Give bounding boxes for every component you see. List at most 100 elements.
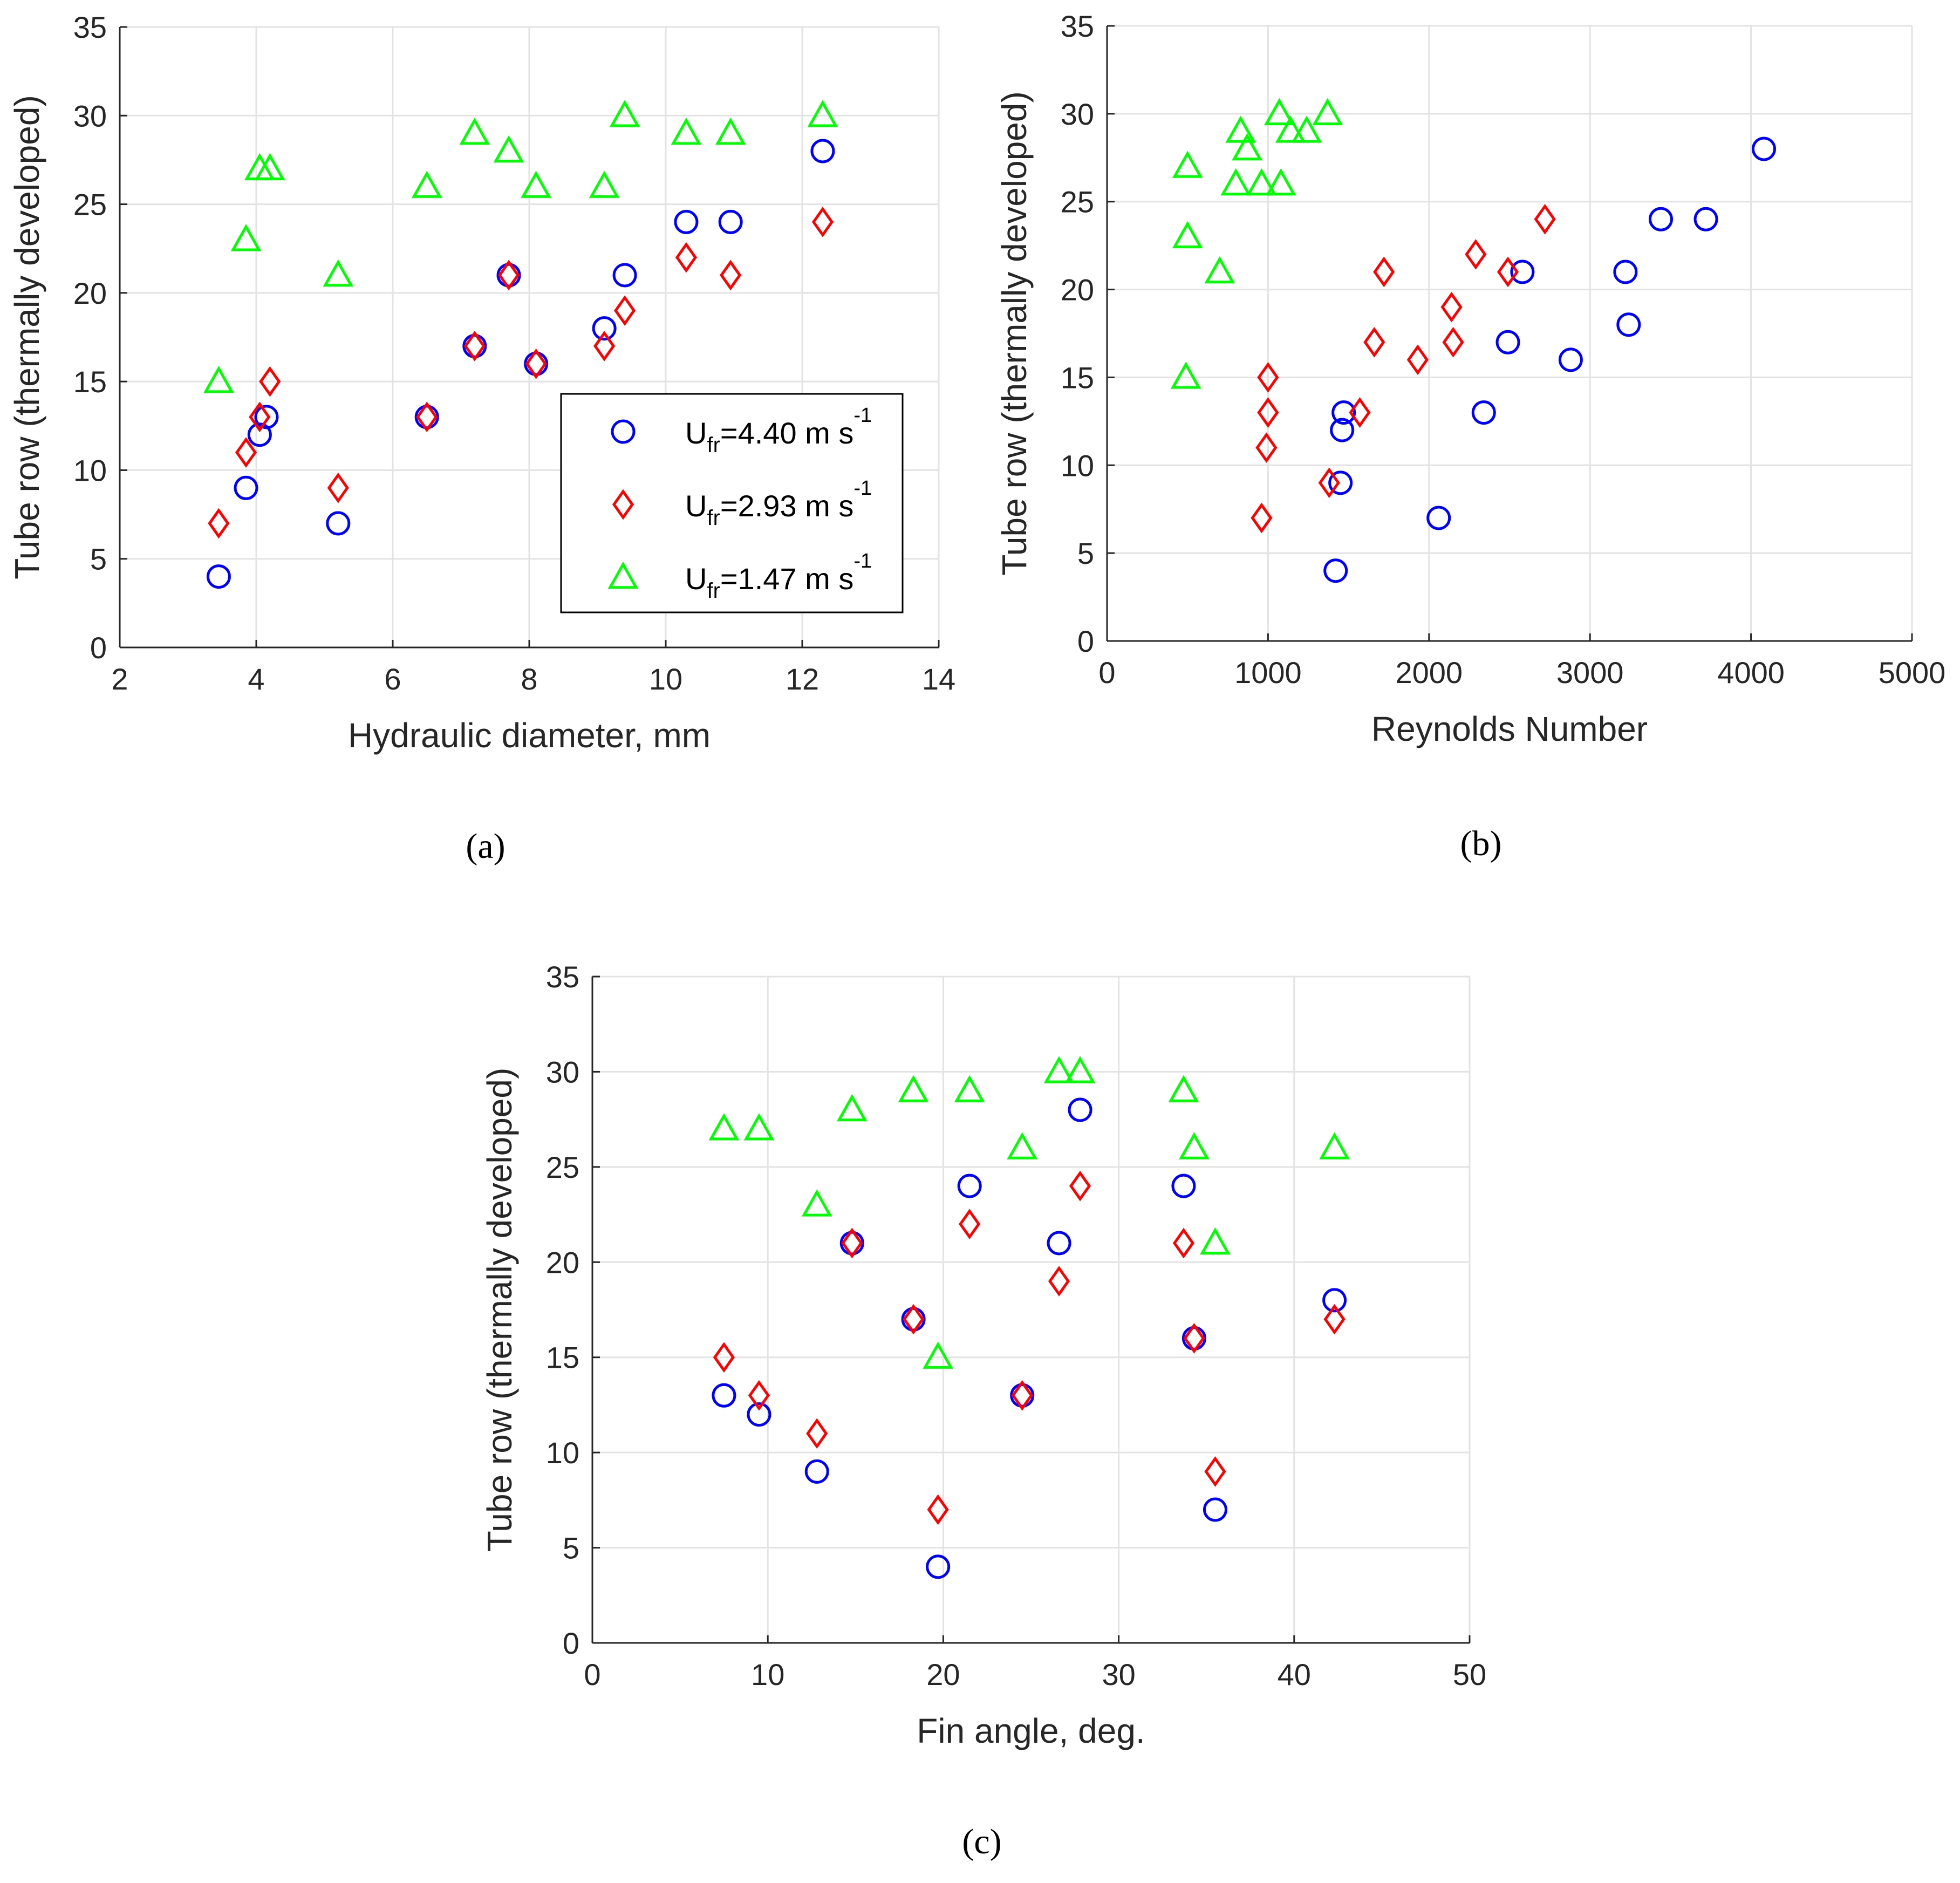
data-point-circle [1328, 470, 1353, 495]
data-point-diamond [327, 472, 349, 503]
data-point-triangle [323, 259, 354, 287]
x-tick-label: 5000 [1879, 656, 1946, 690]
y-tick-label: 25 [546, 1150, 579, 1184]
y-tick-label: 20 [73, 276, 107, 310]
x-tick-label: 10 [751, 1657, 784, 1691]
data-point-circle [1203, 1497, 1227, 1522]
data-point-diamond [1011, 1380, 1033, 1411]
x-tick-label: 12 [786, 662, 819, 696]
data-point-circle [1616, 312, 1641, 337]
legend-sub: fr [707, 433, 720, 457]
data-point-circle [254, 405, 279, 429]
data-point-triangle [1168, 1075, 1199, 1102]
data-point-diamond [208, 508, 230, 539]
y-tick-label: 30 [546, 1055, 579, 1089]
data-point-diamond [811, 207, 834, 237]
data-point-triangle [1172, 151, 1203, 178]
data-point-triangle [671, 118, 702, 145]
y-tick-label: 25 [1061, 185, 1094, 219]
y-tick-label: 35 [546, 960, 579, 994]
data-point-diamond [1255, 432, 1278, 463]
legend-entry-label: Ufr=2.93 m s-1 [685, 477, 872, 530]
data-point-diamond [1048, 1266, 1070, 1297]
plot-area [592, 977, 1470, 1643]
y-tick-label: 5 [90, 542, 107, 576]
legend-middle: =2.93 m s [720, 489, 853, 523]
y-tick-label: 0 [563, 1626, 579, 1660]
y-tick-label: 0 [1077, 624, 1094, 658]
panel-label: (b) [1460, 824, 1502, 863]
data-point-triangle [521, 170, 551, 198]
chart-panel-c: 0 10 20 30 40 50 0 5 10 15 20 25 30 35 Fin angle, deg.… [480, 960, 1486, 1861]
y-axis-label: Tube row (thermally developed) [8, 95, 46, 579]
panel-label: (c) [962, 1822, 1001, 1861]
data-point-triangle [203, 366, 234, 393]
data-point-circle [612, 263, 637, 288]
legend-sub: fr [707, 506, 720, 530]
data-point-circle [1693, 207, 1718, 231]
legend-prefix: U [685, 489, 707, 523]
legend-sub: fr [707, 579, 720, 603]
y-tick-label: 35 [73, 10, 107, 44]
data-point-diamond [463, 331, 486, 361]
data-point-circle [592, 316, 617, 341]
data-point-triangle [1264, 98, 1295, 126]
data-point-circle [718, 209, 743, 234]
data-point-circle [1330, 418, 1355, 442]
y-tick-label: 5 [563, 1531, 579, 1565]
series-triangle [203, 100, 838, 393]
y-tick-label: 10 [546, 1436, 579, 1470]
x-tick-label: 0 [584, 1657, 600, 1691]
data-point-diamond [1534, 203, 1556, 235]
data-point-triangle [1319, 1132, 1350, 1159]
series-triangle [1170, 98, 1343, 389]
legend-sup: -1 [853, 404, 872, 427]
series-triangle [708, 1056, 1350, 1369]
data-point-triangle [1043, 1056, 1075, 1083]
data-point-triangle [1265, 168, 1296, 196]
data-point-triangle [1064, 1056, 1096, 1083]
x-axis-label: Reynolds Number [1371, 709, 1648, 748]
data-point-diamond [1497, 256, 1519, 288]
y-tick-label: 35 [1061, 9, 1094, 43]
data-point-circle [1171, 1174, 1196, 1198]
data-point-circle [804, 1459, 829, 1484]
plot-area [1107, 26, 1912, 641]
data-point-diamond [1257, 397, 1279, 428]
data-point-triangle [1220, 168, 1251, 196]
data-point-triangle [1275, 115, 1306, 143]
data-point-triangle [1246, 168, 1277, 196]
data-point-diamond [927, 1494, 949, 1525]
data-point-triangle [1291, 115, 1322, 143]
data-point-diamond [1349, 397, 1371, 428]
x-tick-label: 30 [1102, 1657, 1135, 1691]
data-point-circle [234, 475, 258, 500]
data-point-circle [1751, 137, 1776, 161]
y-tick-label: 15 [73, 365, 107, 399]
data-point-diamond [1406, 344, 1429, 376]
data-point-circle [1495, 330, 1520, 354]
data-point-triangle [589, 170, 620, 198]
legend-prefix: U [685, 562, 707, 596]
legend-entry-label: Ufr=1.47 m s-1 [685, 550, 872, 603]
x-tick-label: 4 [248, 662, 264, 696]
data-point-diamond [806, 1418, 828, 1449]
data-point-triangle [801, 1189, 832, 1217]
data-point-diamond [259, 366, 281, 397]
legend-marker-diamond [612, 489, 634, 520]
y-tick-label: 15 [1061, 360, 1094, 394]
data-point-triangle [743, 1113, 775, 1141]
data-point-diamond [614, 295, 636, 326]
legend-prefix: U [685, 416, 707, 450]
data-point-triangle [898, 1075, 929, 1102]
data-point-triangle [807, 100, 838, 127]
x-axis-label: Hydraulic diameter, mm [348, 716, 711, 755]
data-point-diamond [1465, 239, 1487, 270]
data-point-triangle [1225, 115, 1256, 143]
legend-sup: -1 [853, 477, 872, 500]
y-tick-label: 5 [1077, 536, 1094, 570]
data-point-diamond [1183, 1323, 1205, 1354]
x-tick-label: 40 [1278, 1657, 1311, 1691]
